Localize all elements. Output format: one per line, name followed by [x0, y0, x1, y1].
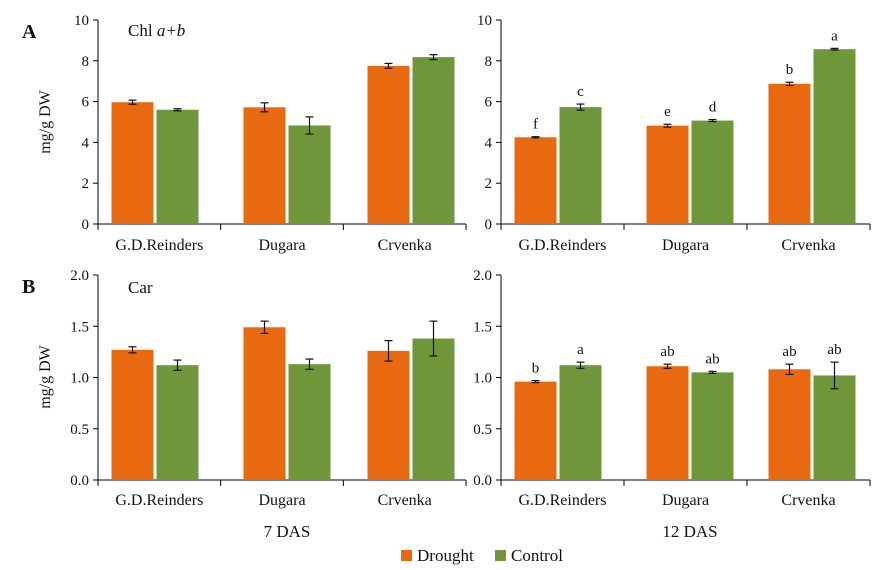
- bar-control-gdreinders: [559, 107, 602, 224]
- y-tick-label: 0.0: [473, 473, 492, 489]
- category-label: G.D.Reinders: [115, 237, 203, 254]
- y-tick-label: 0.5: [473, 422, 492, 438]
- panel-letter: A: [22, 21, 37, 43]
- chart-panels: 0 2 4 6 8 10 G.D.Reinders Dugara Crvenka A Chl a+b…: [22, 13, 871, 509]
- panel-4: 0.0 0.5 1.0 1.5 2.0 b a G.D.Reinders ab ab Dugara a…: [473, 268, 871, 509]
- bar-drought-dugara: [646, 125, 689, 224]
- panel-title: Chl a+b: [128, 21, 185, 40]
- bar-control-crvenka: [813, 49, 856, 225]
- category-label: Dugara: [662, 492, 709, 509]
- y-tick-label: 8: [485, 54, 493, 70]
- y-tick-label: 1.5: [70, 319, 89, 335]
- bar-control-gdreinders: [156, 109, 199, 224]
- panel-3: 0.0 0.5 1.0 1.5 2.0 G.D.Reinders Dugara Crvenka…: [22, 268, 467, 509]
- significance-label: e: [664, 104, 671, 120]
- y-tick-label: 1.0: [473, 371, 492, 387]
- bar-drought-gdreinders: [514, 381, 557, 480]
- bar-control-dugara: [288, 125, 331, 224]
- bar-control-crvenka: [412, 338, 455, 480]
- panel-1: 0 2 4 6 8 10 G.D.Reinders Dugara Crvenka A Chl a+b…: [22, 13, 467, 254]
- y-tick-label: 0: [82, 217, 90, 233]
- category-label: Crvenka: [781, 237, 835, 254]
- bar-drought-crvenka: [768, 83, 811, 225]
- significance-label: ab: [827, 342, 841, 358]
- significance-label: ab: [660, 344, 674, 360]
- bar-drought-gdreinders: [514, 137, 557, 224]
- bar-control-gdreinders: [156, 365, 199, 480]
- bar-drought-dugara: [243, 327, 286, 480]
- column-label-7-das: 7 DAS: [264, 522, 311, 541]
- y-tick-label: 2.0: [70, 268, 89, 284]
- y-axis-label: mg/g DW: [37, 344, 54, 408]
- y-tick-label: 0.5: [70, 422, 89, 438]
- significance-label: a: [577, 342, 584, 358]
- legend-label-drought: Drought: [417, 546, 474, 565]
- column-label-12-das: 12 DAS: [662, 522, 717, 541]
- y-axis-label: mg/g DW: [37, 89, 54, 153]
- y-tick-label: 2: [485, 176, 493, 192]
- significance-label: a: [831, 28, 838, 44]
- bar-drought-crvenka: [367, 65, 410, 225]
- legend-swatch-drought: [401, 550, 412, 561]
- bar-control-gdreinders: [559, 365, 602, 480]
- y-tick-label: 8: [82, 54, 90, 70]
- significance-label: ab: [782, 344, 796, 360]
- category-label: G.D.Reinders: [519, 492, 607, 509]
- panel-title: Car: [128, 278, 153, 297]
- category-label: Dugara: [258, 492, 305, 509]
- y-tick-label: 10: [477, 13, 492, 29]
- significance-label: ab: [705, 351, 719, 367]
- category-label: Crvenka: [781, 492, 835, 509]
- y-tick-label: 2: [82, 176, 90, 192]
- category-label: Dugara: [258, 237, 305, 254]
- bar-drought-gdreinders: [111, 349, 154, 480]
- y-tick-label: 0: [485, 217, 493, 233]
- y-tick-label: 0.0: [70, 473, 89, 489]
- y-tick-label: 10: [74, 13, 89, 29]
- y-tick-label: 6: [485, 95, 493, 111]
- bar-control-dugara: [691, 372, 734, 480]
- legend-swatch-control: [495, 550, 506, 561]
- y-tick-label: 4: [82, 135, 90, 151]
- category-label: Dugara: [662, 237, 709, 254]
- significance-label: b: [532, 361, 540, 377]
- y-tick-label: 6: [82, 95, 90, 111]
- category-label: Crvenka: [378, 492, 432, 509]
- category-label: G.D.Reinders: [519, 237, 607, 254]
- bar-drought-dugara: [243, 107, 286, 224]
- bar-control-crvenka: [813, 375, 856, 480]
- legend: Drought Control: [401, 546, 563, 565]
- category-label: G.D.Reinders: [115, 492, 203, 509]
- panel-letter: B: [22, 276, 35, 298]
- bar-drought-gdreinders: [111, 102, 154, 224]
- significance-label: b: [786, 62, 794, 78]
- y-tick-label: 2.0: [473, 268, 492, 284]
- bar-control-crvenka: [412, 57, 455, 225]
- y-tick-label: 1.5: [473, 319, 492, 335]
- bar-drought-dugara: [646, 366, 689, 480]
- legend-label-control: Control: [511, 546, 563, 565]
- panel-2: 0 2 4 6 8 10 f c G.D.Reinders e d Dugara b a Crvenka: [477, 13, 871, 254]
- bar-control-dugara: [691, 120, 734, 224]
- significance-label: c: [577, 84, 584, 100]
- bar-control-dugara: [288, 364, 331, 480]
- category-label: Crvenka: [378, 237, 432, 254]
- y-tick-label: 1.0: [70, 371, 89, 387]
- y-tick-label: 4: [485, 135, 493, 151]
- significance-label: d: [709, 100, 717, 116]
- significance-label: f: [533, 117, 538, 133]
- bar-drought-crvenka: [367, 350, 410, 480]
- bar-drought-crvenka: [768, 369, 811, 480]
